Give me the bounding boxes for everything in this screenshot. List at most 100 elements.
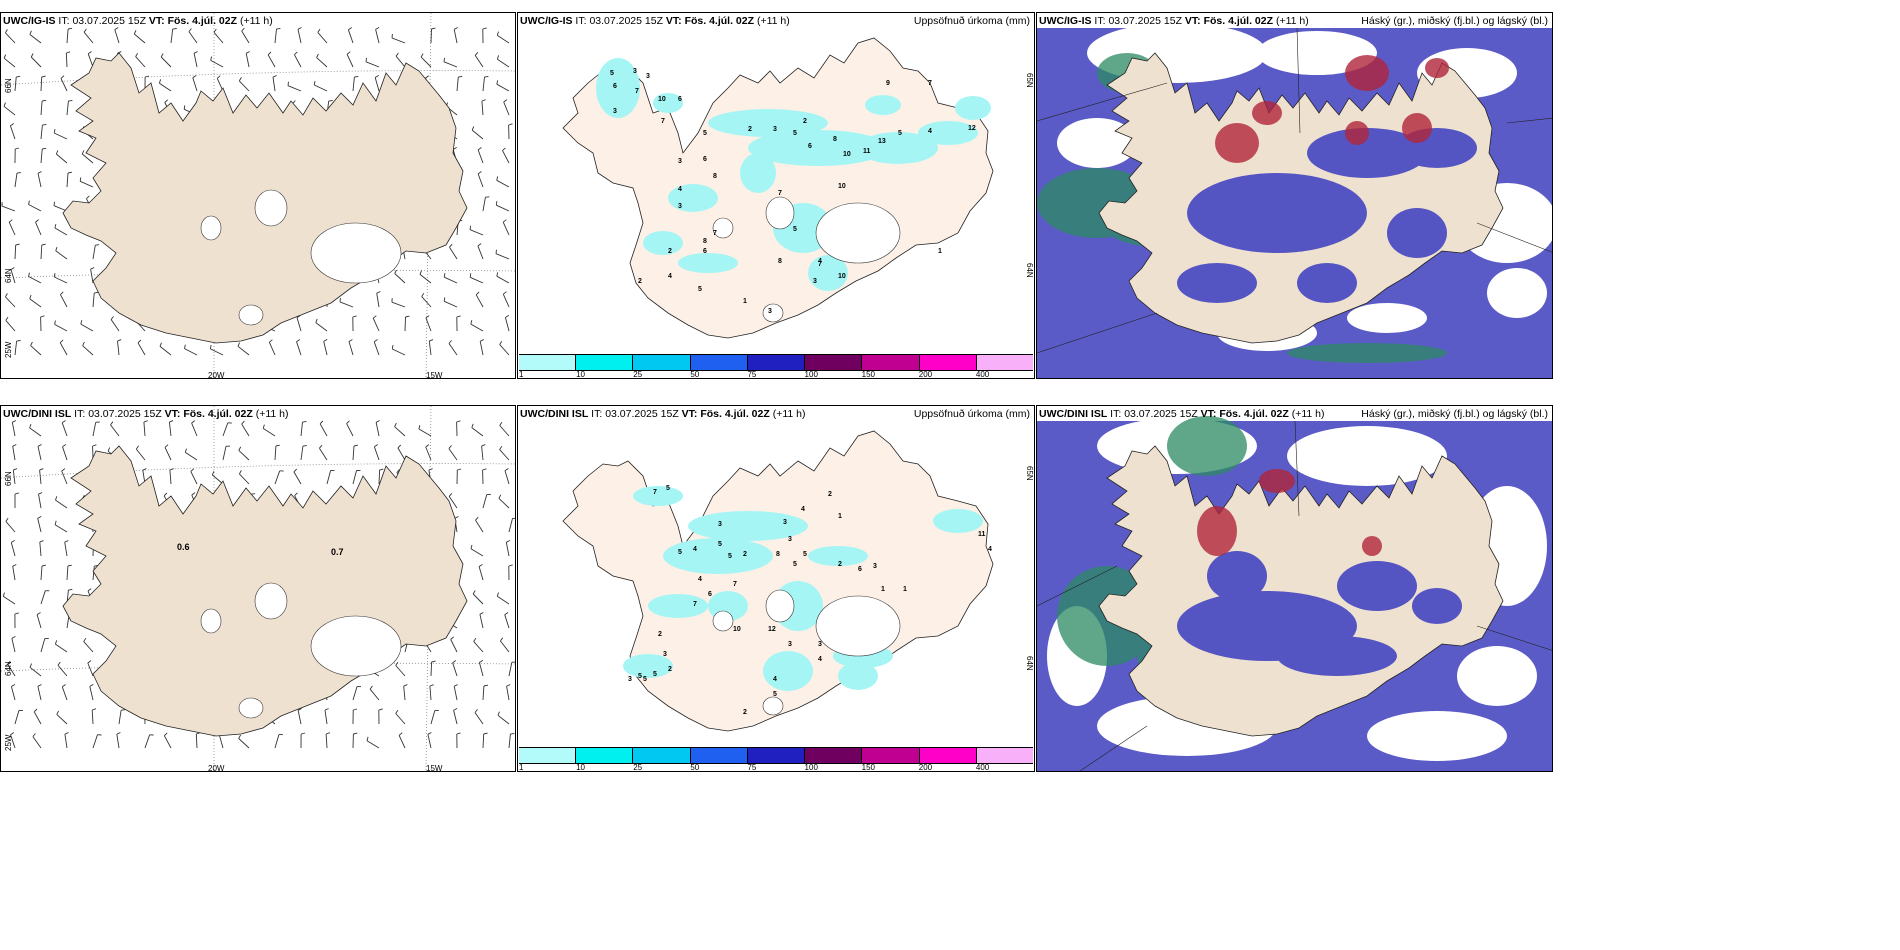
precip-value: 2: [668, 248, 672, 255]
legend-swatch: [689, 748, 747, 763]
precip-value: 8: [833, 136, 837, 143]
lat-label: 64N: [1025, 656, 1034, 671]
precip-value: 4: [818, 258, 822, 265]
precip-value: 2: [668, 666, 672, 673]
legend-swatch: [575, 748, 633, 763]
wind-value: 0.6: [177, 542, 190, 552]
wind-panel-dini: UWC/DINI ISL IT: 03.07.2025 15Z VT: Fös.…: [0, 405, 516, 772]
lon-label: 20W: [208, 371, 225, 379]
lat-label: 66N: [4, 471, 13, 486]
precip-value: 6: [708, 591, 712, 598]
cloud-title: Háský (gr.), miðský (fj.bl.) og lágský (…: [1361, 15, 1548, 27]
low-cloud-over-land: [1177, 128, 1477, 303]
precip-value: 2: [658, 631, 662, 638]
panel-header: UWC/DINI ISL IT: 03.07.2025 15Z VT: Fös.…: [520, 408, 806, 420]
precip-value: 6: [808, 143, 812, 150]
precip-value: 5: [718, 541, 722, 548]
precip-value: 7: [653, 489, 657, 496]
legend-ticks: 1 10 25 50 75 100 150 200 400: [519, 763, 1033, 771]
precip-value: 5: [698, 286, 702, 293]
cloud-title: Háský (gr.), miðský (fj.bl.) og lágský (…: [1361, 408, 1548, 420]
precip-value: 4: [928, 128, 932, 135]
legend-tick: 1: [519, 370, 524, 379]
lat-label: 64N: [1025, 263, 1034, 278]
precip-value: 2: [638, 278, 642, 285]
glacier-areas: [712, 196, 901, 323]
cloud-map: [1037, 23, 1552, 378]
cloud-map: [1037, 416, 1552, 771]
precip-title: Uppsöfnuð úrkoma (mm): [913, 408, 1030, 420]
precip-value: 3: [633, 68, 637, 75]
precip-value: 10: [838, 273, 846, 280]
high-cloud: [1215, 55, 1449, 163]
cloud-panel-ig-is: UWC/IG-IS IT: 03.07.2025 15Z VT: Fös. 4.…: [1036, 12, 1553, 379]
precip-value: 3: [873, 563, 877, 570]
precip-value: 7: [693, 601, 697, 608]
legend-swatch: [861, 355, 919, 370]
precip-value: 3: [678, 158, 682, 165]
precip-value: 8: [713, 173, 717, 180]
precip-value: 5: [803, 551, 807, 558]
legend-swatch: [804, 355, 862, 370]
precip-value: 3: [646, 73, 650, 80]
precip-value: 1: [881, 586, 885, 593]
legend-swatch: [975, 355, 1033, 370]
precip-value: 4: [801, 506, 805, 513]
legend-tick: 150: [861, 370, 876, 379]
precip-value: 1: [903, 586, 907, 593]
lat-label: 25W: [4, 734, 13, 751]
panel-header: UWC/IG-IS IT: 03.07.2025 15Z VT: Fös. 4.…: [520, 15, 790, 27]
precip-value: 5: [610, 70, 614, 77]
legend-bar: [519, 354, 1033, 371]
precip-value: 5: [793, 130, 797, 137]
precip-value: 3: [628, 676, 632, 683]
precip-value: 6: [858, 566, 862, 573]
legend-swatch: [804, 748, 862, 763]
wind-panel-ig-is: UWC/IG-IS IT: 03.07.2025 15Z VT: Fös. 4.…: [0, 12, 516, 379]
precip-value: 5: [703, 130, 707, 137]
wind-value: 0.7: [331, 547, 344, 557]
precip-value: 10: [733, 626, 741, 633]
legend-tick: 150: [861, 763, 876, 772]
precip-value: 5: [653, 671, 657, 678]
panel-header: UWC/IG-IS IT: 03.07.2025 15Z VT: Fös. 4.…: [1039, 15, 1309, 27]
precip-value: 7: [733, 581, 737, 588]
legend-tick: 25: [633, 370, 643, 379]
legend-tick: 10: [576, 370, 586, 379]
precip-value: 7: [713, 230, 717, 237]
precip-value: 5: [678, 549, 682, 556]
legend-tick: 75: [747, 370, 757, 379]
precip-value: 6: [703, 248, 707, 255]
precip-value: 4: [693, 546, 697, 553]
glacier-areas: [712, 589, 901, 716]
lat-label: 65N: [1025, 466, 1034, 481]
legend-tick: 100: [804, 370, 818, 379]
precip-value: 10: [838, 183, 846, 190]
lon-label: 15W: [426, 764, 443, 772]
precip-value: 8: [778, 258, 782, 265]
wind-map: 66N 64N 25W 20W 15W: [1, 13, 515, 379]
precip-value: 4: [698, 576, 702, 583]
precip-value: 5: [898, 130, 902, 137]
legend-tick: 25: [633, 763, 643, 772]
legend-tick: 50: [690, 370, 700, 379]
precip-legend: 1 10 25 50 75 100 150 200 400: [518, 354, 1034, 378]
grid-lines: [1037, 27, 1552, 354]
wind-map: 0.6 0.7 66N 64N 25W 20W 15W: [1, 406, 515, 772]
precip-value: 6: [703, 156, 707, 163]
precip-value: 1: [743, 298, 747, 305]
precip-value: 1: [938, 248, 942, 255]
precip-value: 3: [818, 641, 822, 648]
lat-label: 64N: [4, 268, 13, 283]
legend-swatch: [519, 355, 576, 370]
glacier-areas: [200, 189, 402, 326]
precip-value: 2: [748, 126, 752, 133]
legend-bar: [519, 747, 1033, 764]
precip-value: 3: [768, 308, 772, 315]
low-cloud-over-land: [1177, 551, 1462, 676]
precip-value: 3: [613, 108, 617, 115]
precip-value: 12: [768, 626, 776, 633]
precip-value: 5: [666, 485, 670, 492]
